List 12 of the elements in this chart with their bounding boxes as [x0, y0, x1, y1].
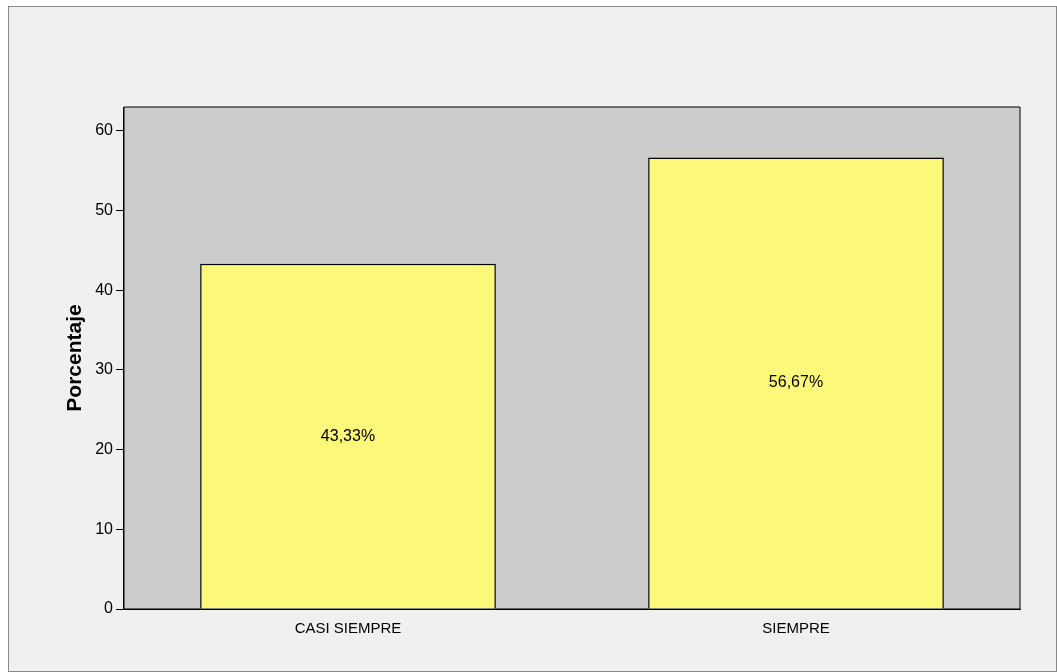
- y-tick-label: 10: [95, 519, 114, 537]
- y-axis-title: Porcentaje: [62, 304, 86, 412]
- data-label: 56,67%: [768, 373, 824, 391]
- y-tick-label: 20: [95, 440, 114, 458]
- y-tick-label: 50: [95, 200, 114, 218]
- data-label: 43,33%: [320, 426, 376, 444]
- y-tick-label: 40: [95, 280, 114, 298]
- y-tick-label: 30: [95, 360, 114, 378]
- x-tick-label: CASI SIEMPRE: [294, 619, 402, 637]
- x-tick-label: SIEMPRE: [762, 619, 830, 637]
- y-tick-label: 60: [95, 121, 114, 139]
- y-tick-label: 0: [104, 599, 114, 617]
